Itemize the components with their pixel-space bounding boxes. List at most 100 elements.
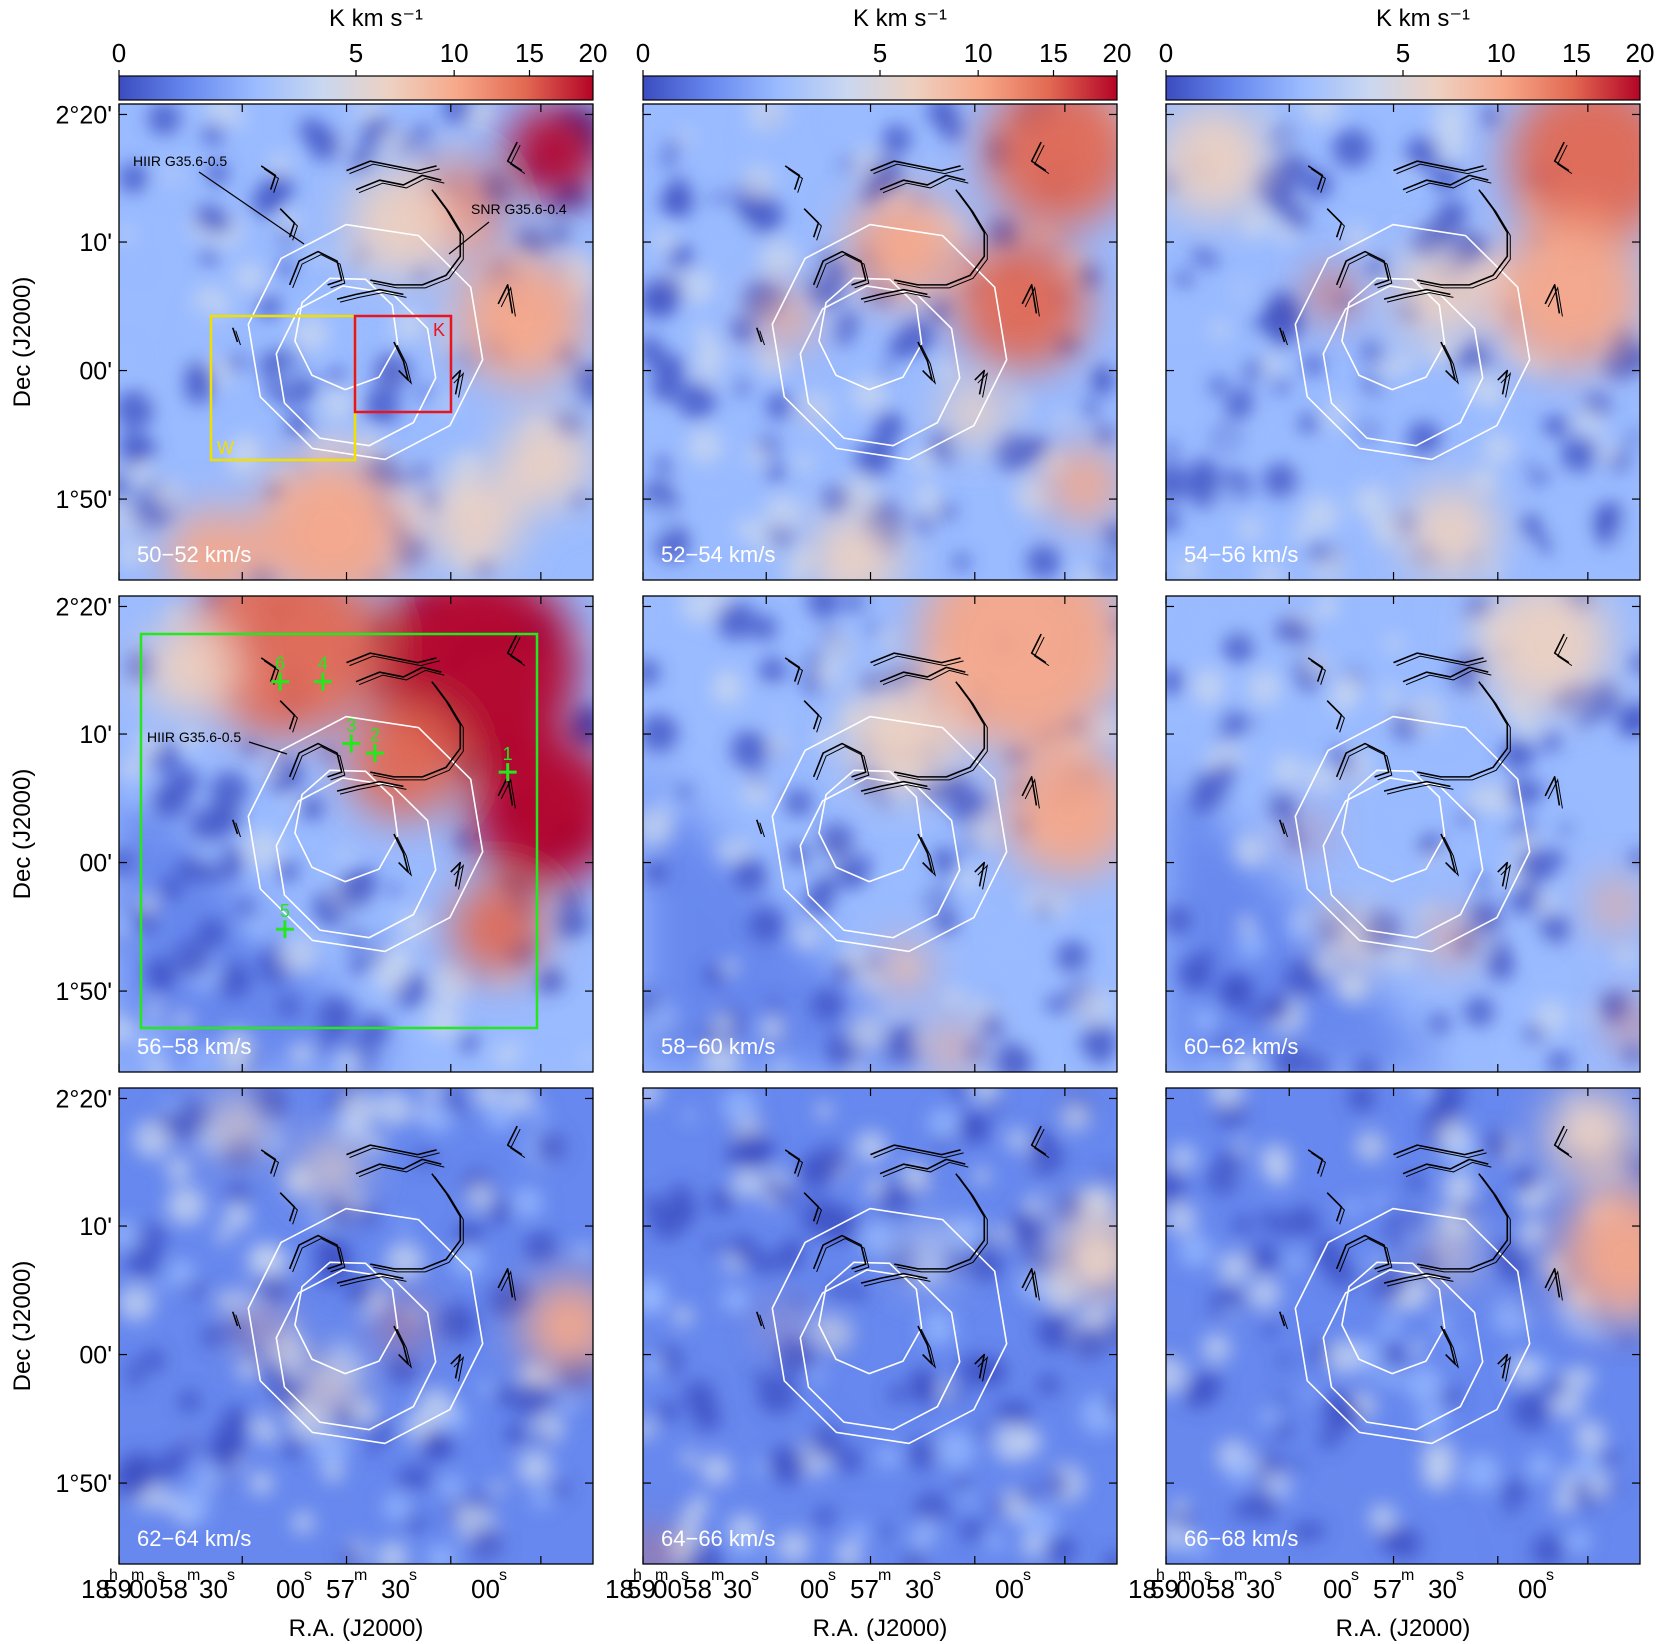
- noise-speck: [485, 1197, 513, 1225]
- velocity-panel: 66−68 km/s: [1165, 1087, 1641, 1565]
- noise-speck: [348, 954, 370, 975]
- noise-speck: [1352, 484, 1390, 521]
- noise-speck: [646, 274, 684, 313]
- emission-blob: [1493, 218, 1640, 371]
- noise-speck: [222, 1202, 252, 1231]
- contour-ring: [771, 1207, 1008, 1445]
- radio-contour: [1396, 163, 1487, 175]
- noise-speck: [210, 212, 233, 234]
- noise-speck: [1303, 170, 1333, 200]
- noise-speck: [643, 335, 664, 363]
- noise-speck: [424, 1001, 462, 1039]
- noise-speck: [1171, 760, 1199, 788]
- noise-speck: [373, 961, 407, 994]
- radio-contour: [355, 666, 442, 683]
- noise-speck: [655, 353, 687, 385]
- noise-speck: [198, 860, 222, 884]
- noise-speck: [711, 192, 725, 206]
- noise-speck: [1506, 824, 1519, 837]
- radio-contour: [870, 160, 961, 172]
- noise-speck: [387, 1355, 417, 1385]
- x-tick-label: 30: [381, 1574, 410, 1604]
- noise-speck: [466, 104, 496, 129]
- noise-speck: [1255, 562, 1283, 580]
- snr-label: SNR G35.6-0.4: [471, 201, 567, 217]
- noise-speck: [236, 804, 251, 819]
- contour-ring: [247, 1207, 484, 1445]
- radio-contour: [500, 778, 516, 809]
- velocity-label: 54−56 km/s: [1184, 542, 1298, 567]
- noise-speck: [1442, 1176, 1455, 1190]
- noise-speck: [935, 1429, 976, 1470]
- noise-speck: [119, 1014, 135, 1044]
- noise-speck: [910, 450, 934, 473]
- noise-speck: [848, 1522, 869, 1543]
- radio-contour: [506, 1125, 523, 1156]
- noise-speck: [282, 444, 304, 467]
- noise-speck: [765, 462, 786, 483]
- noise-speck: [256, 294, 281, 319]
- noise-speck: [283, 411, 310, 438]
- x-tick-label: 00: [1176, 1574, 1205, 1604]
- noise-speck: [692, 1402, 722, 1432]
- contour-ring: [1322, 777, 1484, 939]
- radio-contour: [1402, 666, 1489, 683]
- emission-blob: [1293, 819, 1323, 849]
- radio-contour: [860, 288, 928, 300]
- noise-speck: [920, 1310, 956, 1346]
- noise-speck: [398, 1218, 411, 1231]
- x-tick-label: 00: [471, 1574, 500, 1604]
- noise-speck: [385, 1241, 425, 1281]
- noise-speck: [1482, 432, 1515, 465]
- noise-speck: [878, 1523, 894, 1539]
- noise-speck: [1277, 1353, 1292, 1368]
- contour-ring: [818, 277, 923, 391]
- x-tick-unit: s: [409, 1567, 417, 1584]
- noise-speck: [759, 1016, 786, 1042]
- noise-speck: [923, 389, 946, 411]
- radio-contour: [784, 1149, 801, 1174]
- noise-speck: [864, 955, 880, 972]
- noise-speck: [173, 1101, 211, 1139]
- y-tick-label: 00': [79, 1342, 112, 1370]
- noise-speck: [478, 1379, 495, 1396]
- noise-speck: [677, 380, 716, 420]
- noise-speck: [1046, 1326, 1064, 1343]
- colorbar-tick-label: 5: [1396, 38, 1410, 68]
- radio-contour: [1405, 177, 1492, 194]
- noise-speck: [534, 1131, 567, 1164]
- noise-speck: [703, 964, 726, 987]
- radio-contour: [1402, 1158, 1489, 1175]
- y-axis-label: Dec (J2000): [9, 769, 36, 900]
- noise-speck: [1547, 1050, 1571, 1072]
- noise-speck: [810, 988, 845, 1022]
- noise-speck: [1626, 430, 1640, 445]
- radio-contour: [1396, 655, 1487, 667]
- noise-speck: [1080, 1022, 1117, 1061]
- noise-speck: [876, 1445, 900, 1469]
- noise-speck: [1272, 754, 1304, 787]
- noise-speck: [1245, 1488, 1280, 1523]
- noise-speck: [577, 641, 593, 664]
- noise-speck: [560, 887, 581, 908]
- noise-speck: [761, 1177, 782, 1197]
- noise-speck: [1235, 1139, 1249, 1154]
- noise-speck: [926, 104, 958, 127]
- radio-contour: [1497, 1353, 1509, 1379]
- intensity-map: [1166, 1088, 1640, 1564]
- noise-speck: [204, 104, 239, 125]
- x-tick-label: 30: [199, 1574, 228, 1604]
- noise-speck: [1580, 1317, 1605, 1342]
- emission-blob: [1478, 596, 1612, 710]
- noise-speck: [130, 504, 145, 518]
- noise-speck: [644, 1002, 680, 1038]
- radio-contour: [370, 189, 462, 286]
- radio-contour: [1500, 1356, 1512, 1382]
- noise-speck: [119, 1284, 155, 1322]
- noise-speck: [1284, 1252, 1305, 1272]
- colorbar-tick-label: 20: [1103, 38, 1132, 68]
- noise-speck: [1178, 956, 1212, 990]
- noise-speck: [200, 247, 219, 266]
- noise-speck: [466, 1183, 495, 1211]
- noise-speck: [1265, 999, 1290, 1024]
